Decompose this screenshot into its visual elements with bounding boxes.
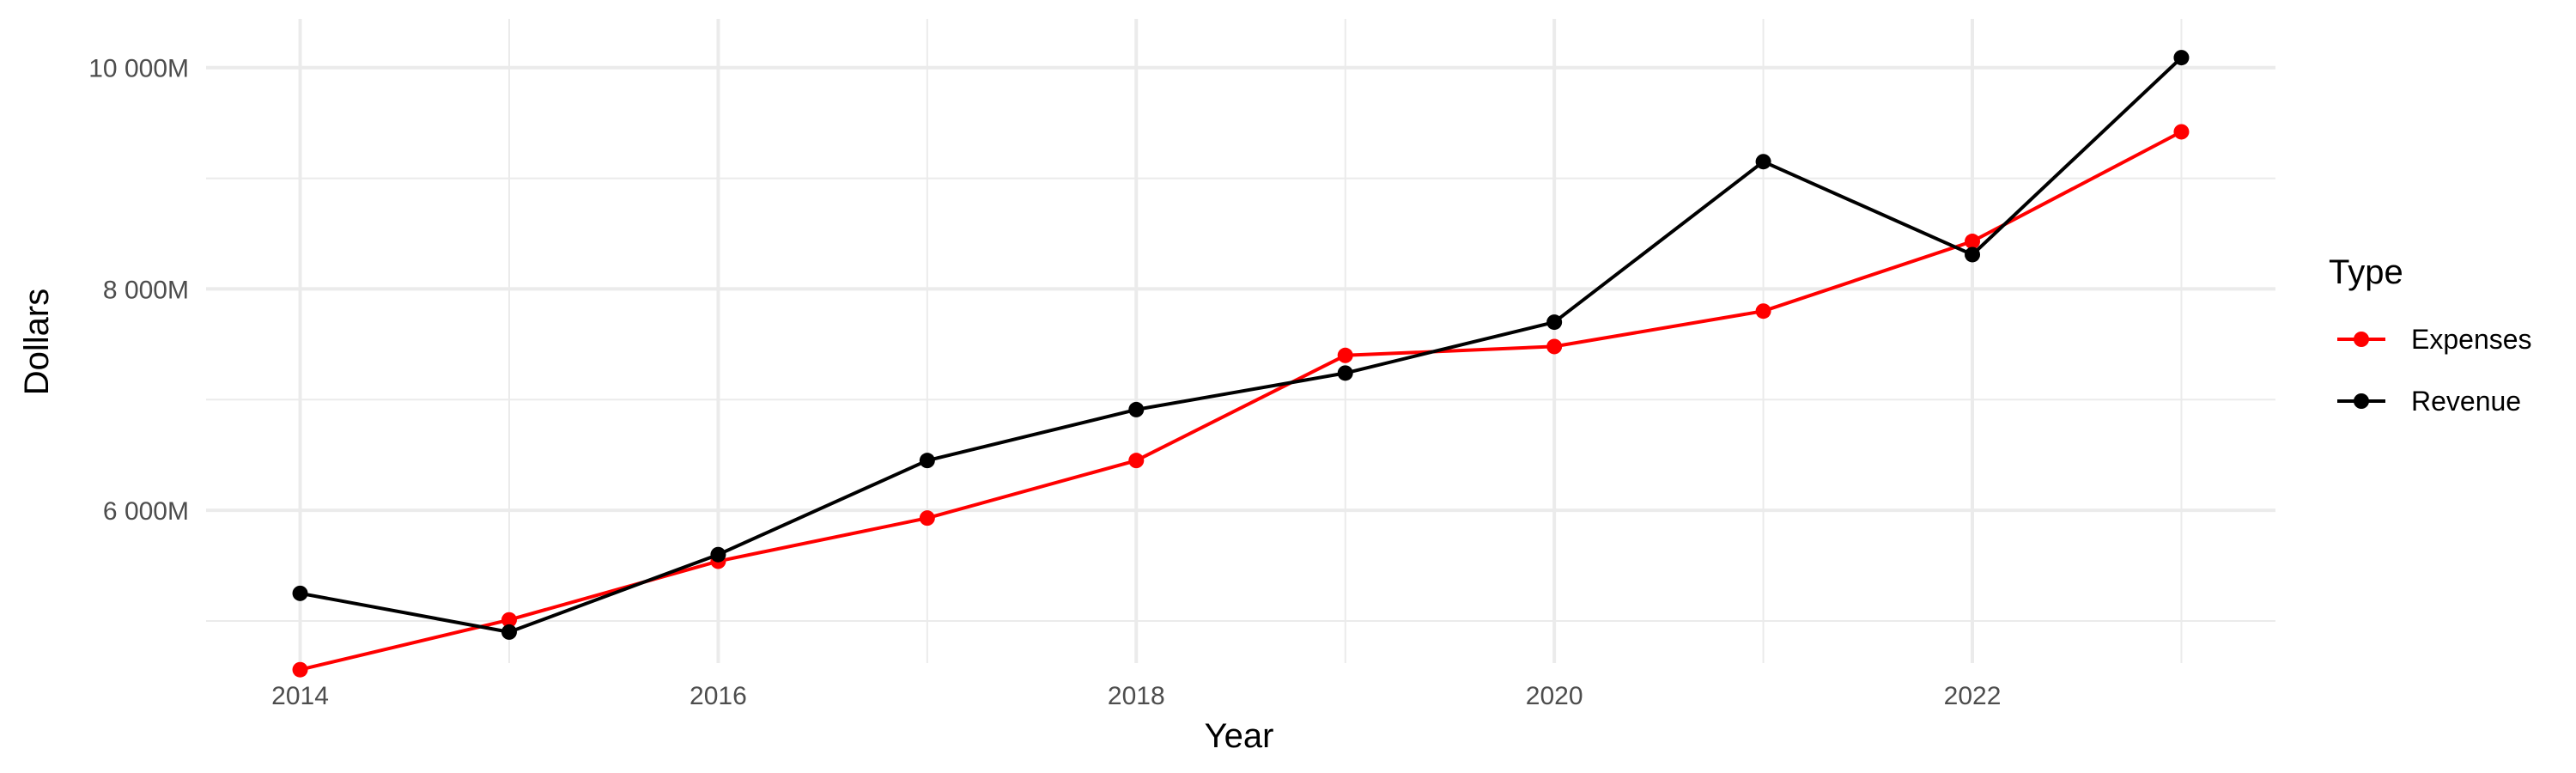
data-point-revenue (292, 585, 308, 601)
legend-item-expenses: Expenses (2337, 324, 2532, 355)
major-gridlines (206, 19, 2275, 663)
x-tick-label: 2014 (271, 682, 329, 710)
series-revenue (292, 50, 2190, 640)
series-expenses (292, 124, 2190, 678)
y-axis-tick-labels: 6 000M 8 000M 10 000M (88, 55, 189, 526)
data-point-expenses (1965, 234, 1981, 250)
data-point-revenue (2173, 50, 2190, 66)
legend-label-revenue: Revenue (2411, 386, 2521, 417)
series-line-expenses (300, 130, 2183, 672)
legend-items: Expenses Revenue (2337, 324, 2532, 417)
x-axis-tick-labels: 2014 2016 2018 2020 2022 (271, 682, 2001, 710)
data-point-revenue (1337, 365, 1353, 381)
data-point-expenses (292, 661, 308, 678)
data-point-expenses (1128, 453, 1145, 469)
x-tick-label: 2022 (1944, 682, 2002, 710)
data-point-revenue (1755, 154, 1771, 170)
y-tick-label: 8 000M (103, 276, 189, 304)
legend-title: Type (2329, 253, 2403, 291)
legend-item-revenue: Revenue (2337, 386, 2521, 417)
x-axis-title: Year (1205, 717, 1274, 755)
data-point-expenses (501, 612, 517, 628)
y-axis-title: Dollars (18, 289, 56, 395)
data-point-revenue (1546, 314, 1563, 331)
legend-label-expenses: Expenses (2411, 324, 2532, 355)
data-point-revenue (501, 624, 517, 640)
data-point-expenses (2173, 124, 2190, 140)
data-point-revenue (1128, 401, 1145, 417)
series-layer (292, 50, 2190, 678)
data-point-expenses (1337, 347, 1353, 363)
x-tick-label: 2020 (1526, 682, 1583, 710)
series-line-revenue (300, 56, 2183, 634)
data-point-revenue (1965, 247, 1981, 263)
x-tick-label: 2018 (1108, 682, 1165, 710)
x-tick-label: 2016 (690, 682, 747, 710)
legend-key-point-revenue (2354, 393, 2369, 409)
data-point-expenses (1546, 338, 1563, 355)
y-tick-label: 6 000M (103, 497, 189, 526)
y-tick-label: 10 000M (88, 55, 189, 83)
data-point-expenses (1755, 303, 1771, 320)
data-point-revenue (710, 546, 726, 563)
legend: Type Expenses Revenue (2329, 253, 2532, 417)
legend-key-point-expenses (2354, 332, 2369, 347)
data-point-expenses (919, 510, 935, 526)
minor-gridlines (206, 19, 2275, 663)
data-point-revenue (919, 453, 935, 469)
